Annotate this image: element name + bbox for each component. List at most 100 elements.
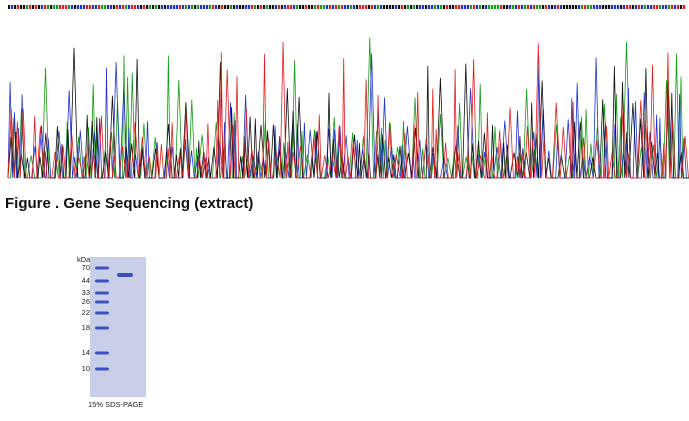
base-glyph: [269, 5, 272, 9]
base-glyph: [476, 5, 479, 9]
base-glyph: [311, 5, 314, 9]
ladder-band: [95, 311, 109, 315]
marker-label: 26: [82, 297, 90, 306]
base-glyph: [86, 5, 89, 9]
base-glyph: [65, 5, 68, 9]
base-glyph: [149, 5, 152, 9]
base-glyph: [317, 5, 320, 9]
base-glyph: [134, 5, 137, 9]
base-glyph: [347, 5, 350, 9]
figure-caption: Figure . Gene Sequencing (extract): [5, 195, 253, 212]
base-glyph: [623, 5, 626, 9]
base-glyph: [320, 5, 323, 9]
base-glyph: [560, 5, 563, 9]
base-glyph: [491, 5, 494, 9]
base-glyph: [635, 5, 638, 9]
base-glyph: [479, 5, 482, 9]
base-glyph: [80, 5, 83, 9]
base-glyph: [242, 5, 245, 9]
base-glyph: [440, 5, 443, 9]
base-glyph: [185, 5, 188, 9]
base-glyph: [542, 5, 545, 9]
base-glyph: [335, 5, 338, 9]
base-glyph: [515, 5, 518, 9]
base-glyph: [233, 5, 236, 9]
base-glyph: [302, 5, 305, 9]
base-glyph: [605, 5, 608, 9]
base-glyph: [632, 5, 635, 9]
base-glyph: [587, 5, 590, 9]
base-glyph: [275, 5, 278, 9]
base-glyph: [458, 5, 461, 9]
base-glyph: [584, 5, 587, 9]
base-glyph: [338, 5, 341, 9]
base-glyph: [680, 5, 683, 9]
base-glyph: [530, 5, 533, 9]
base-glyph: [608, 5, 611, 9]
base-glyph: [413, 5, 416, 9]
base-glyph: [17, 5, 20, 9]
base-glyph: [653, 5, 656, 9]
base-glyph: [329, 5, 332, 9]
base-glyph: [404, 5, 407, 9]
base-glyph: [203, 5, 206, 9]
base-glyph: [23, 5, 26, 9]
base-glyph: [662, 5, 665, 9]
base-glyph: [533, 5, 536, 9]
base-glyph: [119, 5, 122, 9]
marker-label: 44: [82, 276, 90, 285]
base-glyph: [254, 5, 257, 9]
base-glyph: [371, 5, 374, 9]
base-glyph: [209, 5, 212, 9]
base-glyph: [188, 5, 191, 9]
base-glyph: [44, 5, 47, 9]
base-glyph: [551, 5, 554, 9]
base-glyph: [305, 5, 308, 9]
base-glyph: [428, 5, 431, 9]
ladder-band: [95, 300, 109, 304]
base-glyph: [368, 5, 371, 9]
base-glyph: [596, 5, 599, 9]
protein-band: [117, 273, 133, 277]
base-glyph: [524, 5, 527, 9]
base-glyph: [113, 5, 116, 9]
base-glyph: [296, 5, 299, 9]
base-glyph: [62, 5, 65, 9]
base-glyph: [581, 5, 584, 9]
base-glyph: [644, 5, 647, 9]
base-glyph: [341, 5, 344, 9]
marker-label: 70: [82, 263, 90, 272]
base-glyph: [194, 5, 197, 9]
base-glyph: [92, 5, 95, 9]
ladder-band: [95, 266, 109, 270]
base-glyph: [167, 5, 170, 9]
base-glyph: [128, 5, 131, 9]
base-glyph: [278, 5, 281, 9]
base-glyph: [611, 5, 614, 9]
base-glyph: [143, 5, 146, 9]
base-glyph: [512, 5, 515, 9]
base-glyph: [362, 5, 365, 9]
base-glyph: [536, 5, 539, 9]
base-glyph: [197, 5, 200, 9]
base-glyph: [437, 5, 440, 9]
ladder-band: [95, 351, 109, 355]
base-glyph: [671, 5, 674, 9]
base-glyph: [218, 5, 221, 9]
base-glyph: [449, 5, 452, 9]
base-glyph: [545, 5, 548, 9]
base-glyph: [155, 5, 158, 9]
base-glyph: [365, 5, 368, 9]
base-glyph: [299, 5, 302, 9]
base-glyph: [95, 5, 98, 9]
base-glyph: [11, 5, 14, 9]
base-glyph: [383, 5, 386, 9]
base-glyph: [260, 5, 263, 9]
base-glyph: [377, 5, 380, 9]
base-glyph: [641, 5, 644, 9]
trace-line: [7, 41, 689, 179]
base-glyph: [638, 5, 641, 9]
base-glyph: [401, 5, 404, 9]
base-glyph: [506, 5, 509, 9]
